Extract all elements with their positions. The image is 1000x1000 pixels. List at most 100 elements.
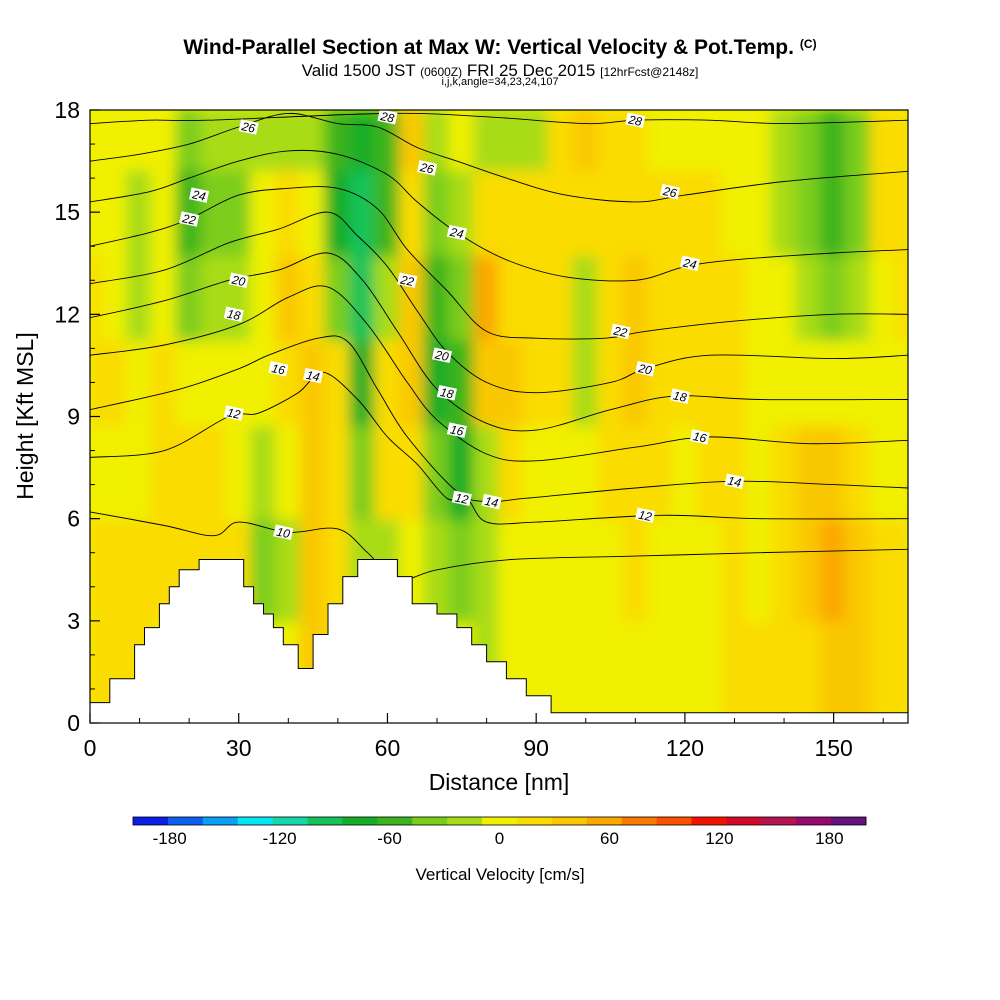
velocity-cell bbox=[299, 253, 327, 341]
velocity-cell bbox=[547, 168, 575, 256]
velocity-cell bbox=[621, 517, 649, 622]
grid-indices: i,j,k,angle=34,23,24,107 bbox=[441, 76, 559, 88]
velocity-cell bbox=[423, 168, 451, 256]
velocity-cell bbox=[745, 110, 773, 171]
contour-label: 18 bbox=[223, 307, 244, 323]
velocity-cell bbox=[448, 338, 476, 427]
velocity-cell bbox=[250, 110, 277, 171]
velocity-cell bbox=[770, 424, 798, 520]
colorbar-swatch bbox=[447, 817, 483, 825]
velocity-cell bbox=[572, 517, 600, 622]
contour-label-text: 26 bbox=[418, 160, 435, 177]
velocity-cell bbox=[90, 110, 104, 171]
velocity-cell bbox=[200, 110, 228, 171]
terrain bbox=[89, 559, 909, 724]
velocity-cell bbox=[225, 253, 253, 341]
velocity-cell bbox=[299, 517, 327, 622]
y-tick-label: 6 bbox=[67, 506, 80, 532]
velocity-cell bbox=[473, 168, 500, 256]
velocity-cell bbox=[845, 110, 872, 171]
contour-label-text: 18 bbox=[439, 385, 455, 402]
x-tick-label: 90 bbox=[523, 735, 549, 761]
x-tick-label: 60 bbox=[375, 735, 401, 761]
velocity-cell bbox=[770, 517, 798, 622]
velocity-cell bbox=[696, 253, 724, 341]
colorbar-tick-label: 180 bbox=[815, 829, 843, 848]
velocity-cell bbox=[547, 424, 575, 520]
contour-label: 26 bbox=[238, 119, 259, 136]
velocity-cell bbox=[845, 338, 872, 427]
velocity-cell bbox=[423, 253, 451, 341]
velocity-cell bbox=[274, 168, 302, 256]
colorbar-swatch bbox=[761, 817, 797, 825]
colorbar-swatch bbox=[516, 817, 553, 825]
contour-label-text: 18 bbox=[672, 388, 688, 405]
contour-label-text: 20 bbox=[230, 272, 247, 289]
velocity-cell bbox=[721, 110, 748, 171]
y-tick-label: 12 bbox=[54, 301, 80, 327]
velocity-cell bbox=[646, 517, 674, 622]
contour-label-text: 14 bbox=[726, 473, 742, 490]
velocity-cell bbox=[398, 338, 426, 427]
velocity-cell bbox=[498, 168, 525, 256]
contour-label: 16 bbox=[268, 361, 289, 378]
contour-label: 22 bbox=[397, 272, 418, 289]
contour-label: 20 bbox=[635, 361, 656, 378]
contour-label: 18 bbox=[436, 385, 457, 402]
contour-label-text: 22 bbox=[611, 323, 628, 340]
velocity-cell bbox=[646, 619, 674, 723]
velocity-cell bbox=[274, 338, 302, 427]
contour-label-text: 14 bbox=[484, 494, 500, 511]
velocity-cell bbox=[597, 424, 624, 520]
theta-contour-28 bbox=[90, 112, 908, 125]
velocity-cell bbox=[845, 517, 872, 622]
contour-label-text: 14 bbox=[305, 368, 321, 385]
colorbar-swatch bbox=[621, 817, 658, 825]
velocity-cell bbox=[498, 110, 525, 171]
velocity-cell bbox=[250, 424, 277, 520]
contour-label: 26 bbox=[417, 160, 438, 177]
velocity-cell bbox=[621, 253, 649, 341]
velocity-cell bbox=[745, 168, 773, 256]
colorbar-tick-label: -120 bbox=[263, 829, 297, 848]
contour-label: 24 bbox=[679, 255, 700, 272]
velocity-cell bbox=[820, 338, 848, 427]
velocity-cell bbox=[374, 168, 401, 256]
velocity-cell bbox=[671, 168, 699, 256]
colorbar-swatch bbox=[551, 817, 588, 825]
velocity-cell bbox=[498, 517, 525, 622]
velocity-cell bbox=[150, 253, 178, 341]
contour-label-text: 12 bbox=[637, 508, 653, 525]
velocity-cell bbox=[522, 168, 550, 256]
colorbar-swatch bbox=[831, 817, 867, 825]
velocity-cell bbox=[374, 253, 401, 341]
velocity-cell bbox=[869, 517, 897, 622]
x-axis: 0 30 60 90 120 150 bbox=[84, 713, 884, 761]
velocity-cell bbox=[770, 110, 798, 171]
velocity-cell bbox=[721, 253, 748, 341]
colorbar-tick-label: -180 bbox=[153, 829, 187, 848]
velocity-cell bbox=[200, 424, 228, 520]
theta-contour-20 bbox=[90, 211, 908, 394]
velocity-cell bbox=[200, 253, 228, 341]
velocity-cell bbox=[374, 424, 401, 520]
velocity-cell bbox=[90, 253, 104, 341]
velocity-cell bbox=[572, 253, 600, 341]
velocity-cell bbox=[795, 110, 823, 171]
velocity-cell bbox=[126, 168, 153, 256]
velocity-cell bbox=[770, 338, 798, 427]
chart-title: Wind-Parallel Section at Max W: Vertical… bbox=[0, 36, 1000, 60]
velocity-cell bbox=[721, 168, 748, 256]
colorbar-swatch bbox=[237, 817, 274, 825]
velocity-cell bbox=[621, 619, 649, 723]
contour-label-text: 12 bbox=[226, 405, 242, 422]
velocity-cell bbox=[324, 424, 352, 520]
velocity-cell bbox=[324, 338, 352, 427]
colorbar-swatch bbox=[377, 817, 413, 825]
colorbar-swatch bbox=[796, 817, 832, 825]
velocity-cell bbox=[299, 110, 327, 171]
velocity-cell bbox=[795, 424, 823, 520]
velocity-cell bbox=[250, 338, 277, 427]
velocity-cell bbox=[126, 338, 153, 427]
